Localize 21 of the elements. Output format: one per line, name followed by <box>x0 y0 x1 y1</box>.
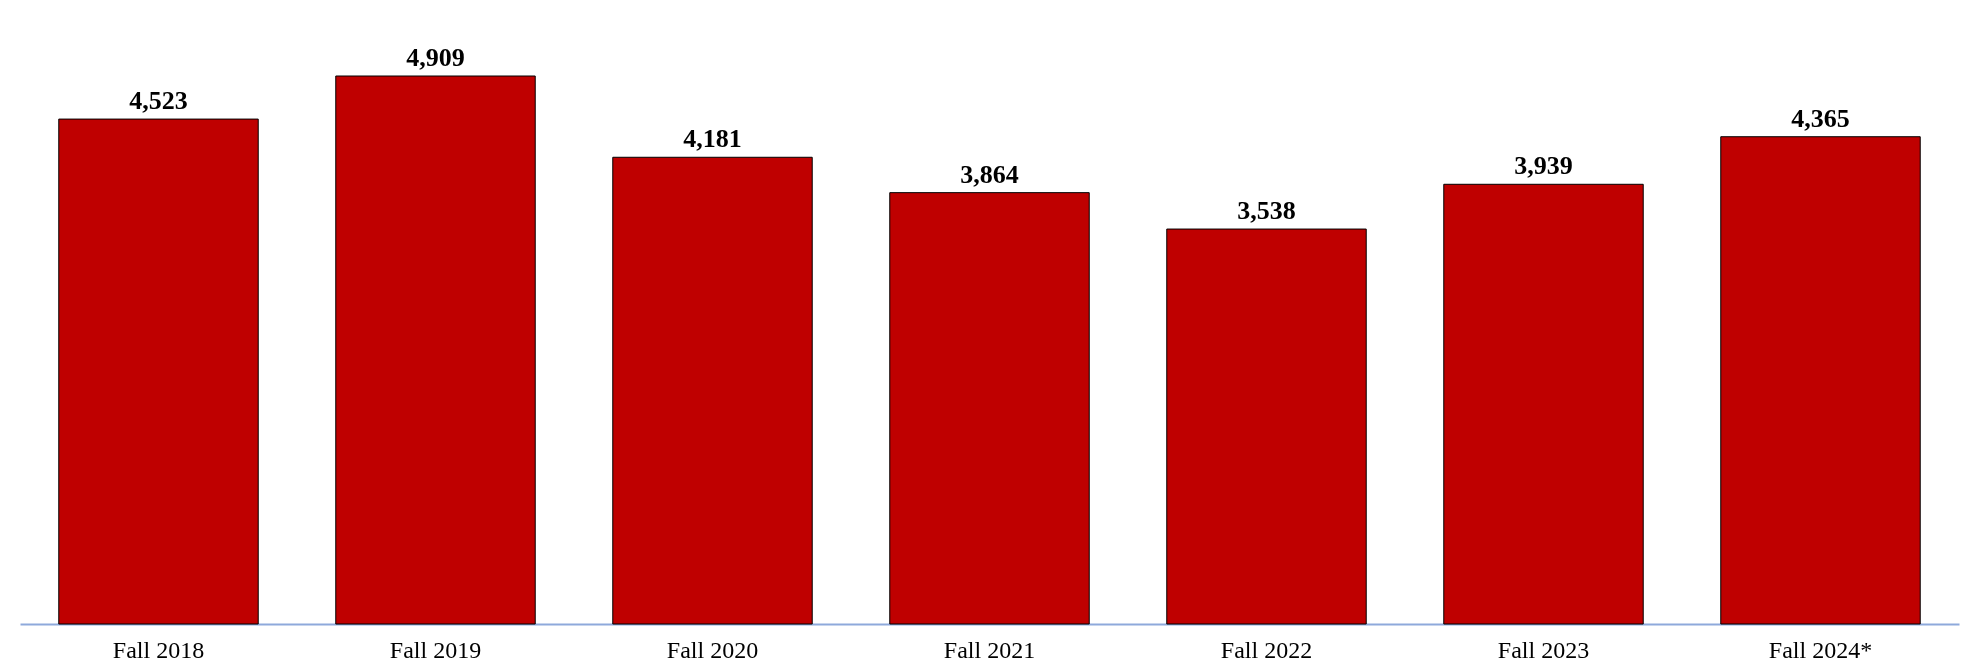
bar <box>1443 183 1644 625</box>
bar <box>1166 228 1367 625</box>
bar <box>612 156 813 625</box>
x-tick-label: Fall 2021 <box>943 636 1036 663</box>
x-tick-label: Fall 2020 <box>666 636 759 663</box>
data-label: 4,365 <box>1791 103 1850 133</box>
data-label: 3,538 <box>1237 196 1296 226</box>
data-label: 4,523 <box>129 86 188 116</box>
data-label: 4,181 <box>683 124 742 154</box>
data-label: 3,864 <box>960 159 1019 189</box>
data-label: 4,909 <box>406 43 465 72</box>
x-tick-label: Fall 2023 <box>1497 636 1590 663</box>
x-tick-label: Fall 2018 <box>112 636 205 663</box>
x-tick-label: Fall 2022 <box>1220 636 1313 663</box>
bar <box>1720 136 1921 625</box>
x-tick-label: Fall 2019 <box>389 636 482 663</box>
x-tick-label: Fall 2024* <box>1768 636 1873 663</box>
bar <box>58 118 259 625</box>
data-label: 3,939 <box>1514 151 1573 181</box>
bar <box>889 192 1090 625</box>
bar <box>335 75 536 625</box>
